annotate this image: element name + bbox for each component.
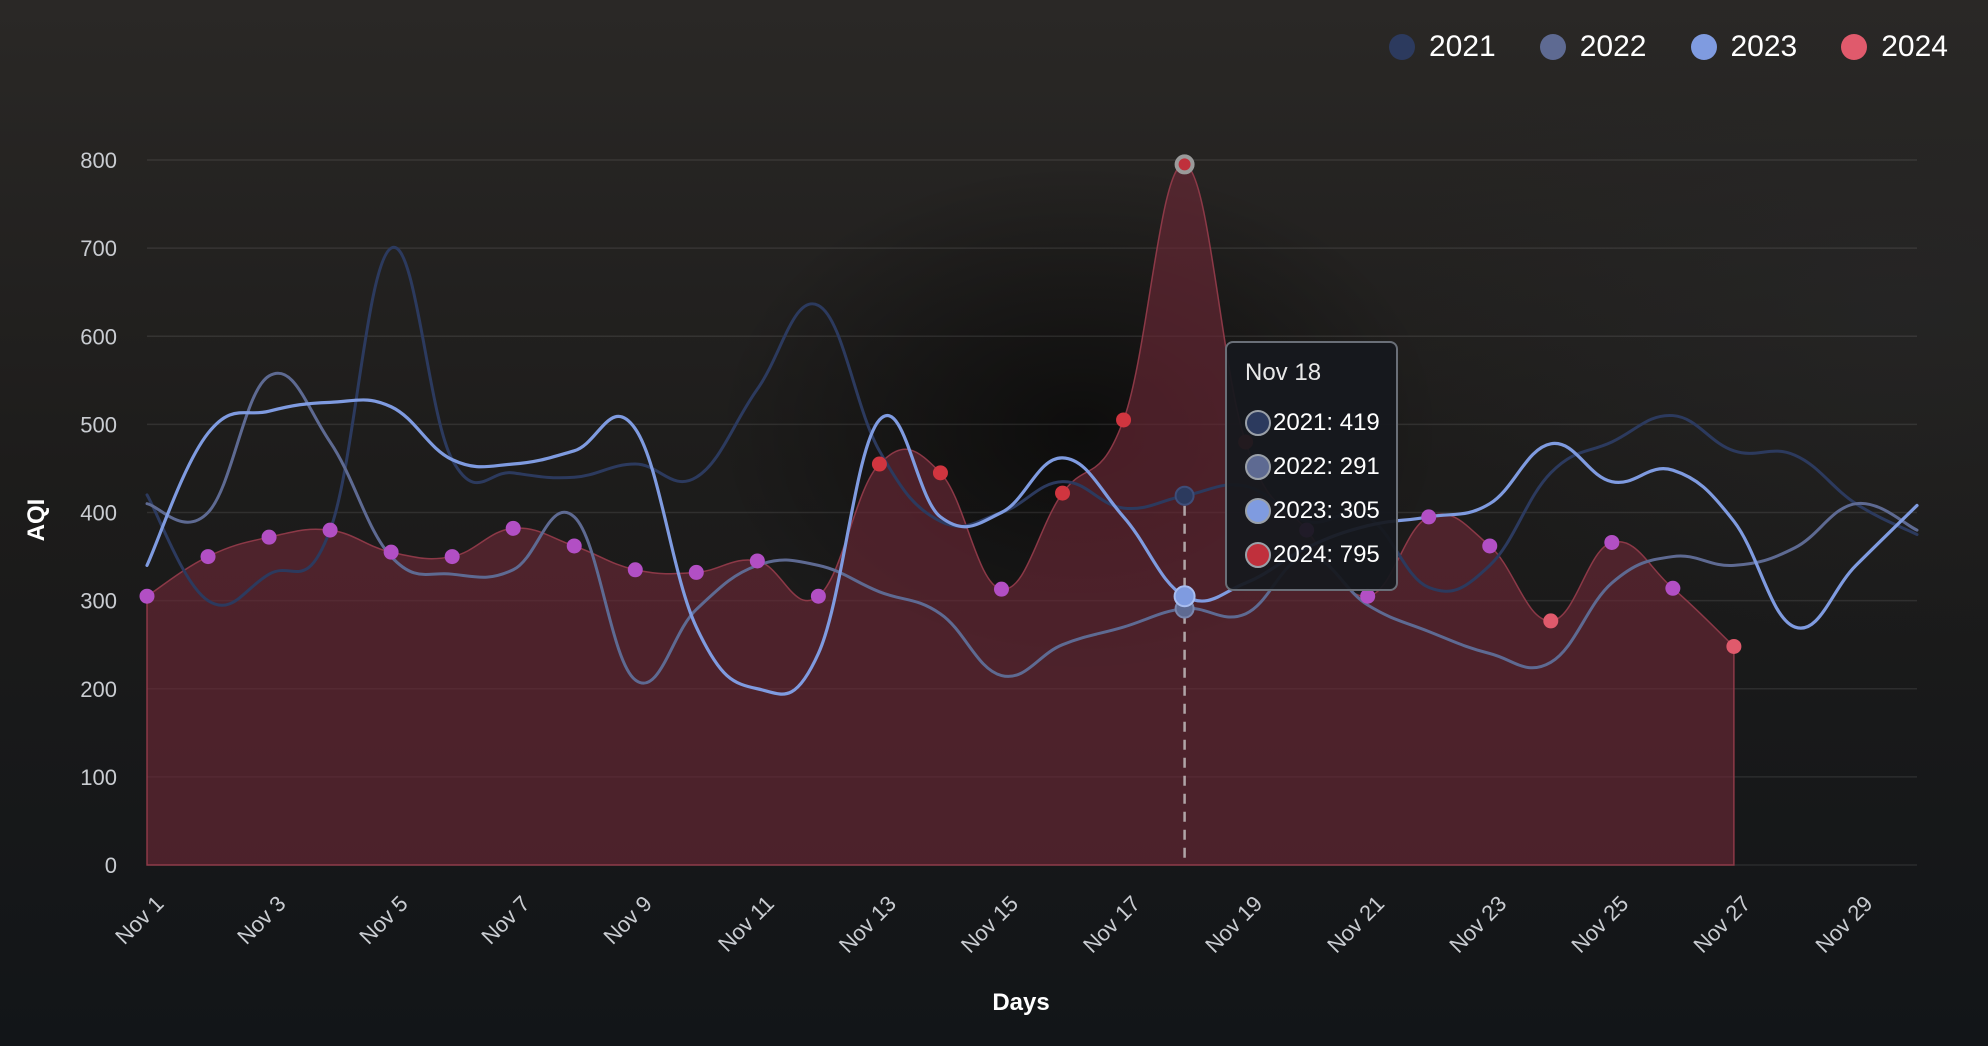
point-2024[interactable] bbox=[261, 529, 277, 545]
y-tick-label: 400 bbox=[80, 501, 117, 526]
y-tick-label: 200 bbox=[80, 677, 117, 702]
point-2024[interactable] bbox=[383, 544, 399, 560]
series-lines bbox=[145, 246, 1919, 696]
legend-swatch-2024 bbox=[1841, 34, 1868, 60]
legend-label-2024: 2024 bbox=[1881, 30, 1948, 63]
tooltip-row-2023: 2023: 305 bbox=[1245, 489, 1396, 533]
legend-swatch-2023 bbox=[1690, 34, 1717, 60]
hover-point-2024[interactable] bbox=[1174, 154, 1195, 175]
y-tick-label: 100 bbox=[80, 765, 117, 790]
point-2024[interactable] bbox=[1055, 485, 1071, 501]
tooltip-dot-2022 bbox=[1245, 454, 1271, 480]
tooltip-text-2023: 2023: 305 bbox=[1273, 497, 1380, 524]
x-tick-label: Nov 3 bbox=[232, 891, 290, 949]
point-2024[interactable] bbox=[139, 588, 155, 604]
point-2024[interactable] bbox=[993, 581, 1009, 597]
point-2024[interactable] bbox=[1360, 588, 1376, 604]
point-2024[interactable] bbox=[444, 549, 460, 565]
legend-label-2023: 2023 bbox=[1730, 30, 1798, 63]
legend-swatch-2021 bbox=[1389, 34, 1415, 60]
legend-label-2022: 2022 bbox=[1579, 30, 1647, 63]
legend-item-2024[interactable]: 2024 bbox=[1841, 30, 1948, 64]
legend: 2021 2022 2023 2024 bbox=[1389, 30, 1948, 64]
tooltip-row-2021: 2021: 419 bbox=[1245, 401, 1396, 445]
tooltip-title: Nov 18 bbox=[1245, 359, 1322, 386]
x-tick-label: Nov 19 bbox=[1200, 891, 1267, 958]
y-tick-label: 600 bbox=[80, 324, 117, 349]
hover-point-2023[interactable] bbox=[1173, 585, 1196, 608]
point-2024[interactable] bbox=[932, 465, 948, 481]
point-2024[interactable] bbox=[200, 549, 216, 565]
point-2024[interactable] bbox=[1116, 412, 1132, 428]
point-2024[interactable] bbox=[322, 522, 338, 538]
tooltip-dot-2024 bbox=[1245, 542, 1271, 568]
point-2024[interactable] bbox=[1543, 613, 1559, 629]
y-tick-label: 300 bbox=[80, 589, 117, 614]
x-tick-label: Nov 11 bbox=[713, 891, 779, 957]
series-line-2021 bbox=[145, 246, 1919, 607]
legend-swatch-2022 bbox=[1539, 34, 1566, 60]
legend-item-2023[interactable]: 2023 bbox=[1690, 30, 1798, 64]
y-tick-label: 0 bbox=[105, 853, 117, 878]
tooltip-text-2021: 2021: 419 bbox=[1273, 409, 1380, 436]
legend-item-2021[interactable]: 2021 bbox=[1389, 30, 1496, 64]
x-tick-label: Nov 29 bbox=[1811, 891, 1878, 958]
legend-item-2022[interactable]: 2022 bbox=[1539, 30, 1647, 64]
hover-point-2021[interactable] bbox=[1174, 485, 1195, 506]
x-tick-label: Nov 1 bbox=[110, 891, 168, 949]
y-axis-title: AQI bbox=[23, 499, 50, 542]
point-2024[interactable] bbox=[1665, 580, 1681, 596]
point-2024[interactable] bbox=[566, 538, 582, 554]
x-tick-label: Nov 23 bbox=[1444, 891, 1511, 958]
point-2024[interactable] bbox=[627, 562, 643, 578]
tooltip: Nov 18 2021: 419 2022: 291 2023: 305 202… bbox=[1225, 341, 1398, 591]
x-tick-label: Nov 13 bbox=[834, 891, 901, 958]
point-2024[interactable] bbox=[1482, 538, 1498, 554]
tooltip-text-2022: 2022: 291 bbox=[1273, 453, 1380, 480]
tooltip-dot-2021 bbox=[1245, 410, 1271, 436]
tooltip-dot-2023 bbox=[1245, 498, 1271, 524]
series-line-2022 bbox=[145, 371, 1919, 685]
point-2024[interactable] bbox=[810, 588, 826, 604]
x-tick-label: Nov 17 bbox=[1078, 891, 1145, 958]
point-2024[interactable] bbox=[505, 520, 521, 536]
point-2024[interactable] bbox=[1726, 638, 1742, 654]
area-fill-2024 bbox=[146, 163, 1735, 866]
x-tick-label: Nov 27 bbox=[1688, 891, 1755, 958]
x-tick-label: Nov 15 bbox=[956, 891, 1023, 958]
point-2024[interactable] bbox=[1604, 534, 1620, 550]
tooltip-row-2024: 2024: 795 bbox=[1245, 533, 1396, 577]
point-2024[interactable] bbox=[871, 456, 887, 472]
series-points bbox=[139, 412, 1742, 654]
y-tick-label: 500 bbox=[80, 412, 117, 437]
legend-label-2021: 2021 bbox=[1429, 30, 1496, 63]
point-2024[interactable] bbox=[749, 553, 765, 569]
y-tick-label: 700 bbox=[80, 236, 117, 261]
tooltip-text-2024: 2024: 795 bbox=[1273, 541, 1380, 568]
point-2024[interactable] bbox=[688, 564, 704, 580]
area-2024 bbox=[146, 163, 1735, 866]
x-tick-label: Nov 5 bbox=[354, 891, 412, 949]
series-line-2023 bbox=[145, 398, 1919, 696]
hover-indicator bbox=[1173, 154, 1196, 865]
point-2024[interactable] bbox=[1421, 509, 1437, 525]
x-tick-label: Nov 7 bbox=[476, 891, 534, 949]
x-tick-label: Nov 25 bbox=[1566, 891, 1633, 958]
tooltip-row-2022: 2022: 291 bbox=[1245, 445, 1396, 489]
x-axis-title: Days bbox=[992, 989, 1049, 1016]
x-tick-label: Nov 9 bbox=[598, 891, 656, 949]
x-tick-label: Nov 21 bbox=[1322, 891, 1389, 958]
y-tick-label: 800 bbox=[80, 148, 117, 173]
